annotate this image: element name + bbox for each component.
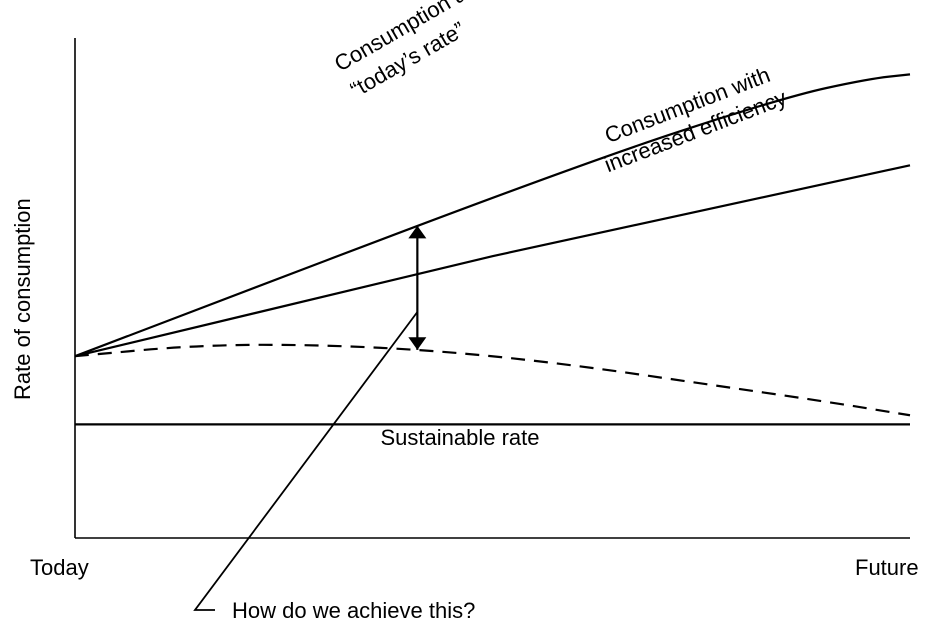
y-axis-label: Rate of consumption xyxy=(10,198,35,400)
x-axis-start-label: Today xyxy=(30,555,89,580)
consumption-chart: Rate of consumptionTodayFutureConsumptio… xyxy=(0,0,929,633)
series-consumption_today xyxy=(75,74,910,356)
question-pointer-line xyxy=(195,312,417,610)
label-sustainable: Sustainable rate xyxy=(381,425,540,450)
series-consumption_efficiency xyxy=(75,165,910,356)
gap-arrow-head-down xyxy=(408,337,426,350)
x-axis-end-label: Future xyxy=(855,555,919,580)
question-text: How do we achieve this? xyxy=(232,598,475,623)
series-dashed_curve xyxy=(75,345,910,415)
